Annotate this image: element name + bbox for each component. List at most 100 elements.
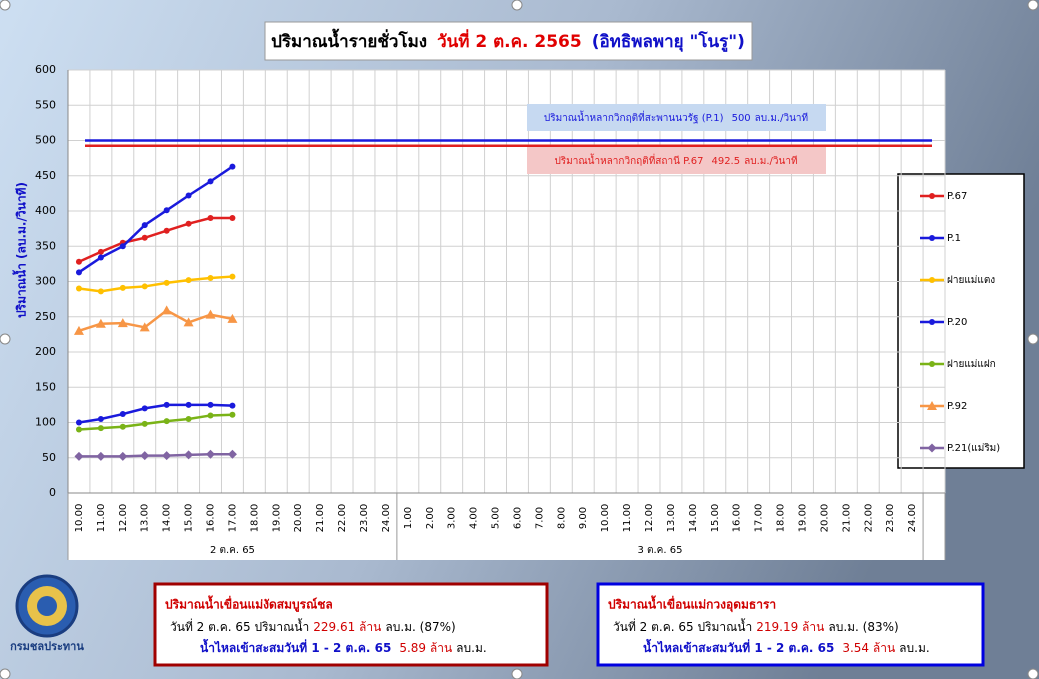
x-tick-label: 8.00 [556,507,567,529]
x-tick-label: 15.00 [184,504,195,533]
logo-text: กรมชลประทาน [10,640,84,653]
x-tick-label: 13.00 [666,504,677,533]
marker [118,451,128,461]
marker [229,402,236,409]
chart-title: ปริมาณน้ำรายชั่วโมง วันที่ 2 ต.ค. 2565 (อิ… [271,28,745,53]
info-prefix: น้ำไหลเข้าสะสมวันที่ 1 - 2 ต.ค. 65 [643,638,834,655]
x-tick-label: 2.00 [425,507,436,529]
x-tick-label: 6.00 [512,507,523,529]
info-prefix: วันที่ 2 ต.ค. 65 ปริมาณน้ำ [613,618,752,634]
marker [97,415,104,422]
x-tick-label: 7.00 [534,507,545,529]
y-tick-label: 0 [49,486,56,499]
y-tick-label: 550 [35,98,56,111]
marker [75,269,82,276]
marker [207,401,214,408]
info-amount: 5.89 ล้าน [399,641,452,655]
reference-label: ปริมาณน้ำหลากวิกฤติที่สถานี P.67 492.5 ลบ.… [554,153,797,167]
marker [205,309,216,319]
x-tick-label: 17.00 [227,504,238,533]
marker [75,285,82,292]
group-label: 3 ต.ค. 65 [637,545,682,556]
marker [229,215,236,222]
y-tick-label: 350 [35,239,56,252]
x-tick-label: 14.00 [688,504,699,533]
logo [15,574,79,638]
x-tick-label: 21.00 [315,504,326,533]
marker [927,443,937,453]
marker [185,192,192,199]
legend-label: P.21(แม่ริม) [947,443,1000,454]
legend-label: P.67 [947,191,967,202]
x-tick-label: 18.00 [249,504,260,533]
x-tick-label: 12.00 [118,504,129,533]
series-line [78,403,233,424]
info-box [596,582,985,667]
info-prefix: วันที่ 2 ต.ค. 65 ปริมาณน้ำ [170,618,309,634]
title-part: วันที่ 2 ต.ค. 2565 [437,29,582,52]
marker [163,227,170,234]
x-tick-label: 18.00 [776,504,787,533]
legend-label: ฝายแม่แตง [947,275,995,286]
marker [119,243,126,250]
legend-label: P.20 [947,317,967,328]
title-part: (อิทธิพลพายุ "โนรู") [592,31,745,53]
x-tick-label: 12.00 [644,504,655,533]
reference-value: 500 [732,113,751,124]
info-amount: 219.19 ล้าน [756,620,824,634]
info-suffix: ลบ.ม. [456,641,487,655]
reference-label-text: ปริมาณน้ำหลากวิกฤติที่สะพานนวรัฐ (P.1) [544,110,724,124]
info-prefix: น้ำไหลเข้าสะสมวันที่ 1 - 2 ต.ค. 65 [200,638,391,655]
legend-label: P.1 [947,233,961,244]
y-tick-label: 450 [35,169,56,182]
y-tick-label: 150 [35,380,56,393]
info-suffix: ลบ.ม. (87%) [385,620,455,634]
marker [929,277,935,283]
marker [75,419,82,426]
y-tick-label: 250 [35,310,56,323]
reference-label-text: ปริมาณน้ำหลากวิกฤติที่สถานี P.67 [554,153,703,167]
y-axis-label: ปริมาณน้ำ (ลบ.ม./วินาที) [12,182,29,318]
marker [183,317,194,327]
marker [185,415,192,422]
info-title: ปริมาณน้ำเขื่อนแม่กวงอุดมธารา [608,595,776,613]
info-line: วันที่ 2 ต.ค. 65 ปริมาณน้ำ 219.19 ล้าน ลบ.… [613,618,899,634]
marker [74,451,84,461]
reference-value: 492.5 [711,156,740,167]
marker [207,274,214,281]
y-tick-label: 100 [35,416,56,429]
marker [229,163,236,170]
marker [161,305,172,315]
marker [162,451,172,461]
x-tick-label: 23.00 [885,504,896,533]
marker [119,411,126,418]
x-tick-label: 9.00 [578,507,589,529]
x-tick-label: 11.00 [96,504,107,533]
x-tick-label: 22.00 [863,504,874,533]
x-tick-label: 24.00 [381,504,392,533]
y-tick-label: 500 [35,134,56,147]
info-amount: 3.54 ล้าน [842,641,895,655]
legend-label: P.92 [947,401,967,412]
marker [163,279,170,286]
x-tick-label: 23.00 [359,504,370,533]
info-line: น้ำไหลเข้าสะสมวันที่ 1 - 2 ต.ค. 65 5.89 ล… [200,638,487,655]
marker [185,277,192,284]
x-tick-label: 20.00 [293,504,304,533]
marker [117,318,128,328]
marker [141,234,148,241]
marker [139,322,150,332]
marker [185,220,192,227]
marker [163,207,170,214]
marker [141,283,148,290]
x-tick-label: 10.00 [74,504,85,533]
marker [929,193,935,199]
x-tick-label: 15.00 [710,504,721,533]
x-tick-label: 4.00 [469,507,480,529]
legend-box [897,173,1025,469]
x-tick-label: 16.00 [206,504,217,533]
marker [184,450,194,460]
marker [206,449,216,459]
marker [73,325,84,335]
